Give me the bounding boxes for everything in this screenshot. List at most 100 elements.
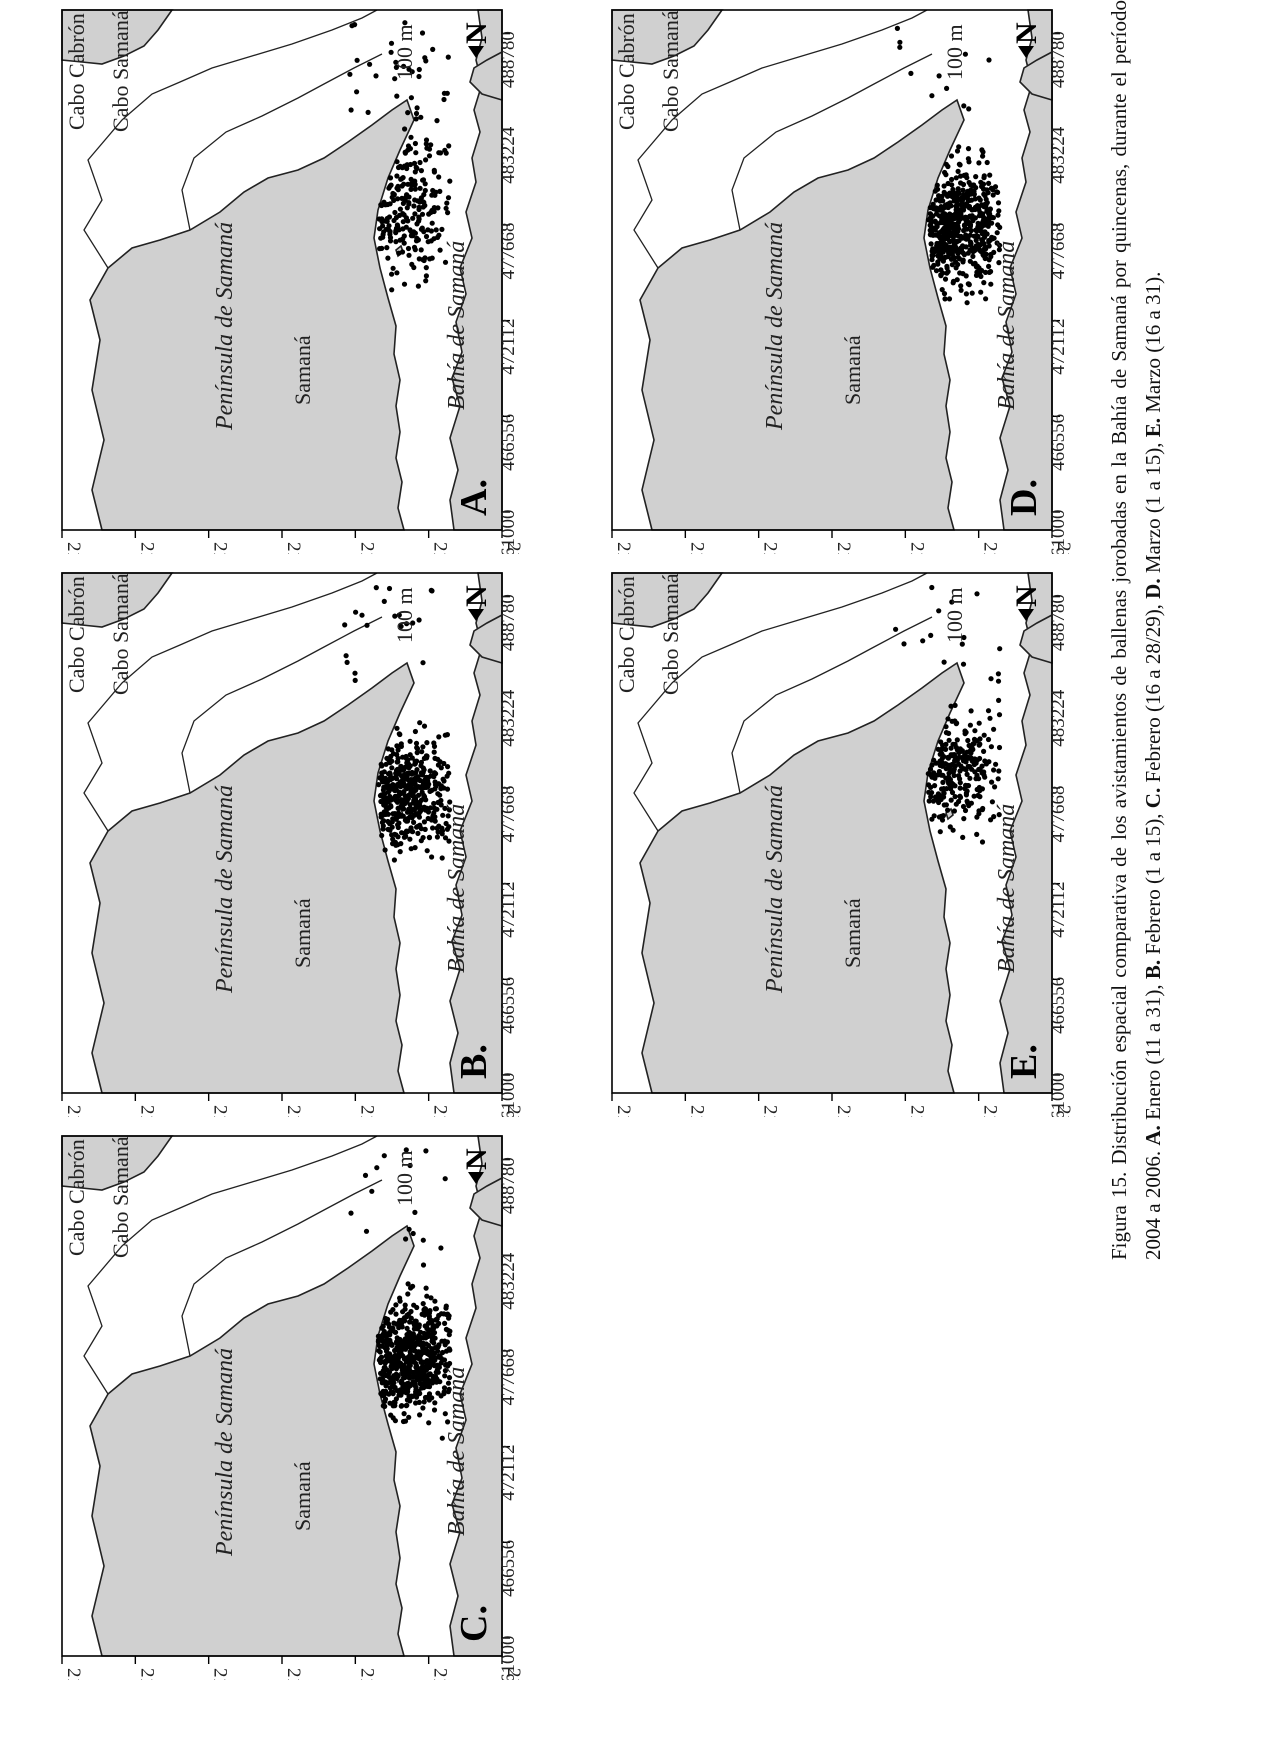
sighting-point — [935, 248, 941, 255]
sighting-point — [380, 1393, 386, 1399]
sighting-point — [418, 168, 424, 174]
sighting-point — [348, 107, 354, 113]
sighting-point — [399, 165, 405, 171]
sighting-point — [967, 775, 973, 781]
sighting-point — [960, 187, 966, 193]
sighting-point — [411, 203, 417, 209]
sighting-point — [943, 172, 949, 178]
sighting-point — [416, 216, 422, 222]
sighting-point — [435, 1369, 441, 1375]
sighting-point — [965, 197, 971, 203]
sighting-point — [446, 807, 452, 813]
northing-tick-label: 2132780 — [430, 1668, 451, 1680]
sighting-point — [431, 167, 437, 173]
sighting-point — [393, 1311, 399, 1317]
sighting-point — [375, 1339, 381, 1345]
sighting-point — [362, 1172, 369, 1178]
northing-tick-label: 2121668 — [833, 542, 854, 554]
sighting-point — [996, 697, 1002, 703]
sighting-point — [408, 825, 414, 831]
cabo-cabron-label: Cabo Cabrón — [614, 13, 639, 130]
north-label: N — [460, 585, 493, 607]
sighting-point — [423, 233, 430, 240]
sighting-point — [412, 1209, 418, 1215]
sighting-point — [982, 255, 989, 261]
sighting-point — [943, 775, 949, 781]
sighting-point — [365, 109, 371, 115]
sighting-point — [397, 212, 403, 218]
sighting-point — [928, 784, 934, 790]
sighting-point — [414, 746, 421, 752]
sighting-point — [411, 1344, 417, 1350]
sighting-point — [943, 724, 949, 730]
sighting-point — [390, 836, 396, 842]
sighting-point — [400, 219, 406, 225]
sighting-point — [411, 819, 417, 825]
sighting-point — [928, 218, 934, 224]
sighting-point — [421, 794, 428, 800]
sighting-point — [427, 1371, 433, 1377]
sighting-point — [927, 222, 933, 228]
sighting-point — [988, 676, 994, 682]
sighting-point — [960, 259, 966, 265]
sighting-point — [401, 63, 407, 69]
sighting-point — [385, 255, 391, 261]
sighting-point — [412, 1320, 419, 1326]
sighting-point — [939, 217, 946, 224]
sighting-point — [927, 232, 933, 238]
sighting-point — [398, 176, 405, 182]
sighting-point — [958, 173, 964, 179]
sighting-point — [908, 70, 914, 76]
sighting-point — [408, 186, 414, 192]
sighting-point — [931, 262, 937, 268]
sighting-point — [401, 771, 408, 778]
north-arrow-icon: N — [460, 1148, 493, 1184]
sighting-point — [928, 632, 934, 638]
sighting-point — [424, 740, 430, 746]
sighting-point — [944, 85, 950, 91]
sighting-point — [955, 219, 962, 225]
sighting-point — [928, 212, 934, 218]
sighting-point — [395, 1336, 401, 1342]
sighting-point — [982, 244, 988, 250]
sighting-point — [379, 770, 385, 776]
sighting-point — [936, 814, 942, 820]
sighting-point — [996, 260, 1002, 266]
northing-tick-label: 2110556 — [136, 1105, 157, 1117]
sighting-point — [960, 834, 966, 840]
sighting-point — [937, 256, 943, 262]
sighting-point — [976, 213, 983, 219]
sighting-point — [367, 61, 373, 67]
sighting-point — [973, 174, 979, 180]
sighting-point — [955, 202, 961, 208]
easting-tick-label: 483224 — [498, 126, 519, 184]
sighting-point — [965, 783, 971, 789]
sighting-point — [935, 261, 941, 267]
sighting-point — [395, 747, 401, 753]
sighting-point — [963, 792, 969, 798]
sighting-point — [967, 722, 973, 728]
northing-tick-label: 2132780 — [980, 542, 1001, 554]
north-label: N — [1010, 585, 1043, 607]
sighting-point — [409, 1393, 415, 1399]
sighting-point — [944, 786, 950, 792]
sighting-point — [940, 742, 946, 748]
sighting-point — [375, 1333, 381, 1339]
isobath-label: 100 m — [942, 587, 967, 643]
sighting-point — [977, 197, 983, 203]
north-arrow-icon: N — [1010, 585, 1043, 621]
sighting-point — [940, 249, 946, 255]
sighting-point — [901, 641, 907, 647]
sighting-point — [396, 1360, 402, 1366]
northing-tick-label: 2127224 — [356, 1105, 377, 1117]
sighting-point — [963, 201, 970, 207]
sighting-point — [936, 799, 942, 806]
sighting-point — [402, 1372, 408, 1378]
sighting-point — [946, 737, 952, 743]
sighting-point — [429, 255, 435, 261]
sighting-point — [442, 835, 449, 841]
sighting-point — [981, 769, 987, 775]
sighting-point — [412, 186, 418, 192]
sighting-point — [383, 761, 389, 767]
sighting-point — [977, 794, 983, 800]
